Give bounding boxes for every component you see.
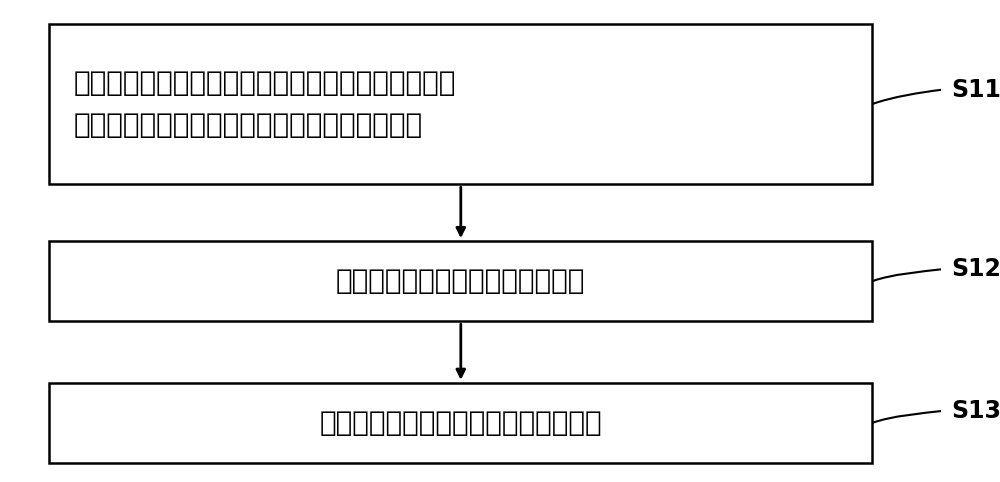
Bar <box>49 24 872 184</box>
Text: S13: S13 <box>951 399 1000 423</box>
Text: 建立四个所述平面区域的平面方程: 建立四个所述平面区域的平面方程 <box>336 267 585 295</box>
Text: 选取待检测屏幕的四个端点和中心点作为标定点，所
述标定点将所述待检测屏幕划分为四个平面区域: 选取待检测屏幕的四个端点和中心点作为标定点，所 述标定点将所述待检测屏幕划分为四… <box>74 69 456 139</box>
Bar <box>49 241 872 321</box>
Text: S11: S11 <box>951 78 1000 102</box>
Text: 求解所述平面方程，得到平面方程系数: 求解所述平面方程，得到平面方程系数 <box>319 409 602 437</box>
Text: S12: S12 <box>951 257 1000 281</box>
Bar <box>49 383 872 463</box>
